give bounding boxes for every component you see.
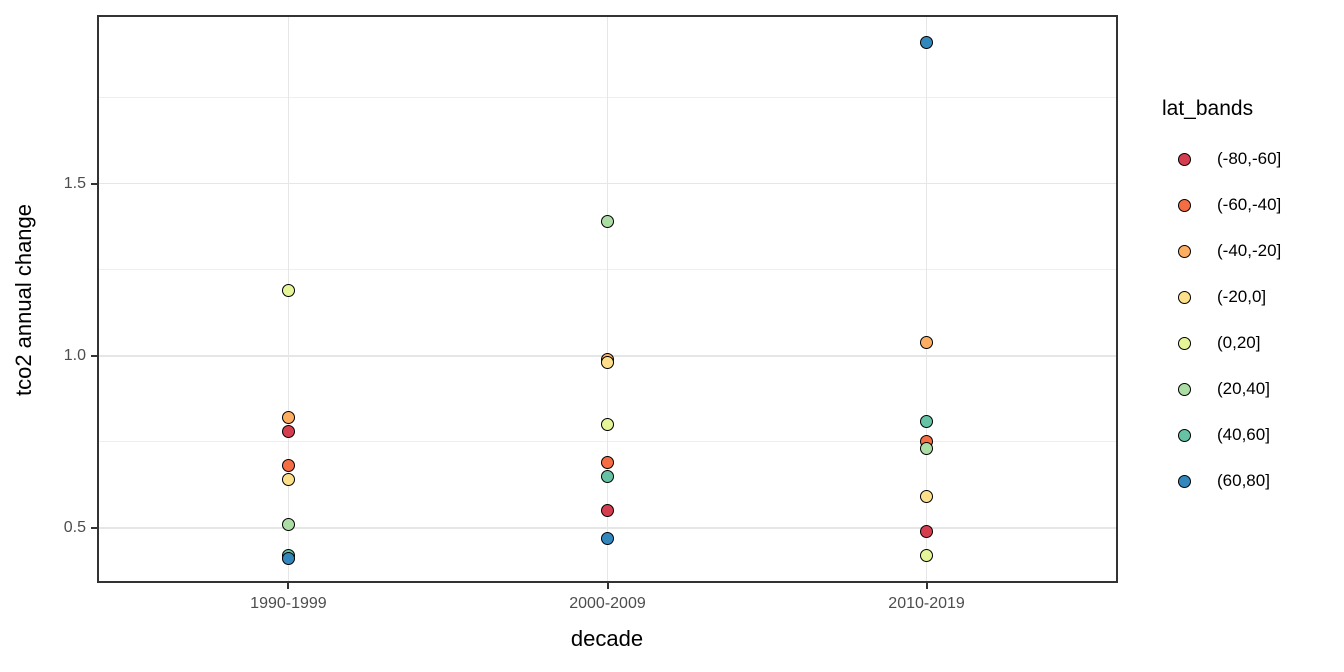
legend-key-circle [1178, 152, 1191, 166]
legend-key-circle [1178, 382, 1191, 396]
data-point [281, 552, 295, 566]
data-point [281, 283, 295, 297]
legend-entry-label: (40,60] [1217, 425, 1270, 444]
gridline-vertical [287, 15, 290, 583]
data-point [601, 418, 614, 432]
data-point [601, 215, 614, 229]
y-tick-label: 1.0 [63, 347, 86, 365]
y-axis-tick [91, 354, 97, 357]
data-point [920, 442, 934, 456]
gridline-vertical [606, 15, 609, 583]
data-point [920, 414, 934, 428]
legend-entry: (-60,-40] [1162, 182, 1342, 228]
data-point [601, 504, 614, 518]
legend-entries: (-80,-60] (-60,-40] (-40,-20] (-20,0] (0,20]… [1162, 136, 1342, 504]
y-axis-tick [91, 182, 97, 185]
legend-entry: (40,60] [1162, 412, 1342, 458]
legend-entry-label: (20,40] [1217, 379, 1270, 398]
x-axis-tick [606, 583, 609, 589]
legend-entry-label: (60,80] [1217, 471, 1270, 490]
gridline-vertical [925, 15, 928, 583]
data-point [281, 425, 295, 439]
legend-key-circle [1178, 290, 1191, 304]
legend-key-circle [1178, 474, 1191, 488]
legend-key-circle [1178, 198, 1191, 212]
x-axis-tick [925, 583, 928, 589]
x-axis-title: decade [570, 626, 644, 651]
legend-entry-label: (-20,0] [1217, 287, 1267, 306]
legend-entry-label: (0,20] [1217, 333, 1261, 352]
data-point [920, 335, 934, 349]
plot-panel-border [97, 15, 1118, 583]
x-tick-label: 2000-2009 [569, 595, 646, 612]
y-axis-tick [91, 526, 97, 529]
legend-entry: (20,40] [1162, 366, 1342, 412]
legend-entry-label: (-60,-40] [1217, 195, 1282, 214]
legend-title: lat_bands [1162, 97, 1254, 120]
legend-entry: (-40,-20] [1162, 228, 1342, 274]
x-tick-label: 2010-2019 [888, 595, 965, 612]
y-tick-label: 1.5 [63, 175, 86, 193]
data-point [601, 531, 614, 545]
legend-entry: (0,20] [1162, 320, 1342, 366]
data-point [920, 548, 934, 562]
x-axis-tick [287, 583, 290, 589]
legend-entry-label: (-40,-20] [1217, 241, 1282, 260]
data-point [281, 517, 295, 531]
data-point [601, 356, 614, 370]
data-point [920, 36, 934, 50]
data-point [601, 469, 614, 483]
legend-key-circle [1178, 244, 1191, 258]
x-tick-label: 1990-1999 [250, 595, 327, 612]
data-point [920, 490, 934, 504]
data-point [920, 524, 934, 538]
legend-key-circle [1178, 336, 1191, 350]
data-point [281, 411, 295, 425]
legend-entry-label: (-80,-60] [1217, 149, 1282, 168]
data-point [601, 456, 614, 469]
legend-entry: (-80,-60] [1162, 136, 1342, 182]
data-point [281, 459, 295, 473]
legend-entry: (-20,0] [1162, 274, 1342, 320]
y-tick-label: 0.5 [63, 519, 86, 537]
legend: lat_bands (-80,-60] (-60,-40] (-40,-20] (-2… [1162, 96, 1342, 504]
y-axis-title: tco2 annual change [11, 203, 36, 397]
legend-entry: (60,80] [1162, 458, 1342, 504]
data-point [281, 473, 295, 487]
legend-key-circle [1178, 428, 1191, 442]
